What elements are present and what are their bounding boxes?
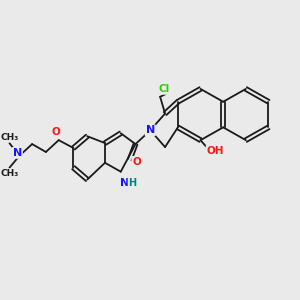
Text: N: N	[146, 125, 155, 135]
Text: N: N	[13, 148, 22, 158]
Text: N: N	[120, 178, 129, 188]
Text: Cl: Cl	[158, 84, 170, 94]
Text: OH: OH	[206, 146, 224, 156]
Text: CH₃: CH₃	[0, 169, 19, 178]
Text: O: O	[51, 127, 60, 137]
Text: H: H	[128, 178, 136, 188]
Text: CH₃: CH₃	[0, 133, 19, 142]
Text: O: O	[132, 157, 141, 167]
